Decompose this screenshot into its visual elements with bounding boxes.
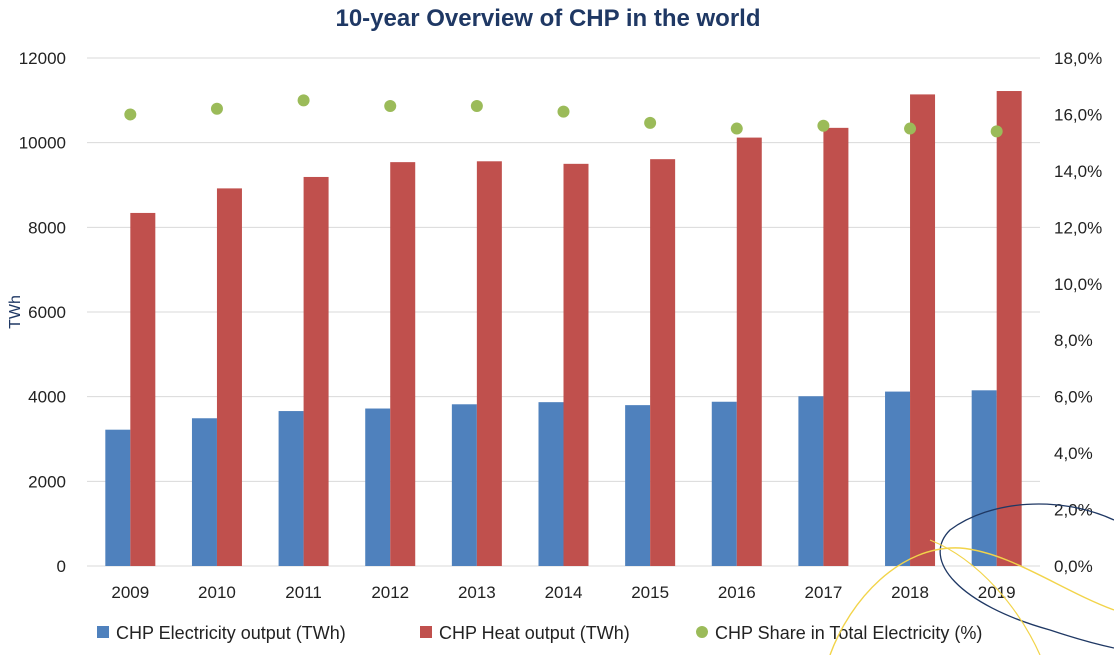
bar-heat (390, 162, 416, 566)
x-tick-label: 2018 (891, 583, 929, 602)
points-layer (124, 94, 1003, 138)
bar-electricity (625, 405, 651, 566)
legend-swatch (420, 626, 432, 638)
x-tick-label: 2012 (371, 583, 409, 602)
y-tick-label: 12000 (19, 49, 66, 68)
bar-heat (996, 91, 1022, 567)
bar-electricity (538, 402, 564, 566)
bar-heat (823, 127, 849, 566)
share-point (470, 99, 483, 112)
bars-layer (105, 91, 1022, 567)
x-tick-label: 2013 (458, 583, 496, 602)
y-tick-label: 0 (57, 557, 66, 576)
bar-heat (216, 188, 242, 567)
chart-title: 10-year Overview of CHP in the world (335, 5, 760, 32)
y2-tick-label: 10,0% (1054, 275, 1102, 294)
bar-electricity (711, 401, 737, 566)
share-point (730, 122, 743, 135)
bar-heat (303, 176, 329, 566)
bar-heat (130, 212, 156, 566)
y2-tick-label: 16,0% (1054, 105, 1102, 124)
bar-electricity (365, 408, 391, 566)
share-point (384, 99, 397, 112)
x-tick-label: 2019 (978, 583, 1016, 602)
y2-tick-label: 18,0% (1054, 49, 1102, 68)
bar-heat (650, 159, 676, 566)
right-axis-ticks: 0,0%2,0%4,0%6,0%8,0%10,0%12,0%14,0%16,0%… (1054, 49, 1102, 576)
x-axis-ticks: 2009 2010 2011 2012 2013 2014 2015 2016 2017 2018… (111, 583, 1015, 602)
legend-label: CHP Share in Total Electricity (%) (715, 623, 982, 643)
x-tick-label: 2011 (285, 583, 322, 602)
legend-label: CHP Heat output (TWh) (439, 623, 630, 643)
y2-tick-label: 12,0% (1054, 218, 1102, 237)
x-tick-label: 2010 (198, 583, 236, 602)
bar-heat (563, 163, 589, 567)
left-axis-ticks: 0 2000 4000 6000 8000 10000 12000 (19, 49, 66, 576)
x-tick-label: 2009 (111, 583, 149, 602)
legend-marker (696, 626, 708, 638)
x-tick-label: 2014 (545, 583, 583, 602)
y-tick-label: 2000 (28, 472, 66, 491)
share-point (990, 125, 1003, 138)
y2-tick-label: 0,0% (1054, 557, 1093, 576)
bar-electricity (105, 429, 131, 566)
bar-electricity (191, 418, 217, 566)
share-point (297, 94, 310, 107)
share-point (644, 116, 657, 129)
bar-heat (910, 94, 936, 566)
y2-tick-label: 14,0% (1054, 162, 1102, 181)
bar-electricity (885, 391, 911, 566)
y-tick-label: 6000 (28, 303, 66, 322)
bar-electricity (451, 404, 477, 566)
y-tick-label: 8000 (28, 218, 66, 237)
share-point (904, 122, 917, 135)
bar-electricity (278, 411, 304, 566)
y2-tick-label: 8,0% (1054, 331, 1093, 350)
legend-swatch (97, 626, 109, 638)
share-point (557, 105, 570, 118)
y-axis-title: TWh (7, 295, 24, 329)
share-point (210, 102, 223, 115)
legend-label: CHP Electricity output (TWh) (116, 623, 346, 643)
bar-heat (476, 161, 502, 566)
bar-electricity (798, 396, 824, 566)
x-tick-label: 2016 (718, 583, 756, 602)
x-tick-label: 2015 (631, 583, 669, 602)
y-tick-label: 10000 (19, 134, 66, 153)
bar-heat (736, 137, 762, 566)
x-tick-label: 2017 (804, 583, 842, 602)
decorative-swoosh (829, 503, 1114, 655)
bar-electricity (971, 390, 997, 566)
y-tick-label: 4000 (28, 388, 66, 407)
legend: CHP Electricity output (TWh) CHP Heat out… (97, 623, 982, 643)
share-point (124, 108, 137, 121)
y2-tick-label: 4,0% (1054, 444, 1093, 463)
share-point (817, 119, 830, 132)
y2-tick-label: 6,0% (1054, 388, 1093, 407)
